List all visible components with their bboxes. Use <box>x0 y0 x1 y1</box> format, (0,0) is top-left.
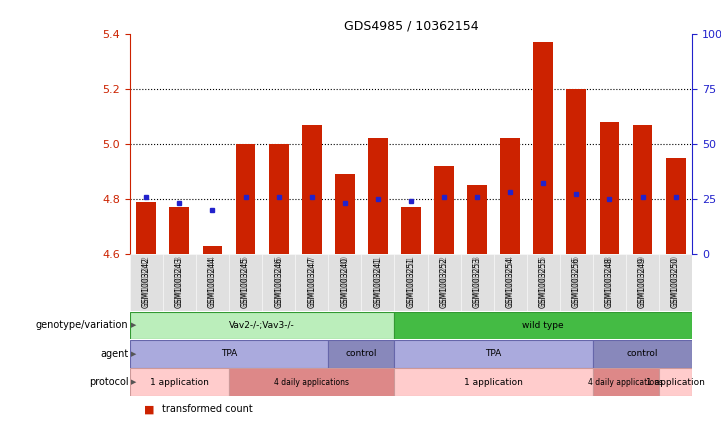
Bar <box>567 89 586 254</box>
Bar <box>302 124 322 254</box>
Bar <box>434 166 454 254</box>
Bar <box>659 254 692 311</box>
Bar <box>394 368 593 396</box>
Bar <box>494 254 527 311</box>
Text: GSM1003255: GSM1003255 <box>539 257 548 308</box>
Bar <box>328 340 394 368</box>
Bar <box>593 368 659 396</box>
Bar <box>335 174 355 254</box>
Text: GSM1003243: GSM1003243 <box>175 257 184 308</box>
Text: 1 application: 1 application <box>150 378 209 387</box>
Bar <box>236 144 255 254</box>
Bar <box>368 138 388 254</box>
Text: GDS4985 / 10362154: GDS4985 / 10362154 <box>344 19 478 32</box>
Text: 1 application: 1 application <box>464 378 523 387</box>
Text: Vav2-/-;Vav3-/-: Vav2-/-;Vav3-/- <box>229 321 295 330</box>
Bar <box>229 254 262 311</box>
Text: GSM1003249: GSM1003249 <box>638 257 647 308</box>
Bar <box>401 207 421 254</box>
Bar <box>467 185 487 254</box>
Text: GSM1003250: GSM1003250 <box>671 257 680 308</box>
Bar <box>262 254 295 311</box>
Text: GSM1003242: GSM1003242 <box>142 257 151 308</box>
Bar <box>130 254 163 311</box>
Text: wild type: wild type <box>523 321 564 330</box>
Text: GSM1003251: GSM1003251 <box>407 257 415 308</box>
Bar <box>130 368 229 396</box>
Text: TPA: TPA <box>221 349 237 358</box>
Text: GSM1003256: GSM1003256 <box>572 257 581 308</box>
Bar <box>130 340 328 368</box>
Bar <box>500 138 520 254</box>
Bar <box>632 124 653 254</box>
Text: GSM1003252: GSM1003252 <box>440 257 448 308</box>
Bar <box>659 368 692 396</box>
Text: 4 daily applications: 4 daily applications <box>588 378 663 387</box>
Text: GSM1003248: GSM1003248 <box>605 257 614 308</box>
Bar <box>600 122 619 254</box>
Text: GSM1003244: GSM1003244 <box>208 257 217 308</box>
Text: ▶: ▶ <box>131 351 136 357</box>
Bar <box>534 42 553 254</box>
Bar <box>203 245 222 254</box>
Text: transformed count: transformed count <box>162 404 253 415</box>
Text: TPA: TPA <box>485 349 502 358</box>
Bar <box>295 254 328 311</box>
Bar <box>169 207 190 254</box>
Bar <box>394 312 692 339</box>
Text: control: control <box>627 349 658 358</box>
Text: ▶: ▶ <box>131 379 136 385</box>
Bar <box>626 254 659 311</box>
Text: GSM1003240: GSM1003240 <box>340 257 349 308</box>
Text: GSM1003253: GSM1003253 <box>473 257 482 308</box>
Bar <box>269 144 288 254</box>
Text: GSM1003245: GSM1003245 <box>241 257 250 308</box>
Bar <box>428 254 461 311</box>
Text: 1 application: 1 application <box>646 378 705 387</box>
Bar <box>130 312 394 339</box>
Bar <box>665 157 686 254</box>
Bar <box>163 254 196 311</box>
Bar <box>229 368 394 396</box>
Text: control: control <box>345 349 377 358</box>
Bar <box>559 254 593 311</box>
Bar <box>328 254 361 311</box>
Text: ▶: ▶ <box>131 322 136 329</box>
Bar <box>593 254 626 311</box>
Text: 4 daily applications: 4 daily applications <box>274 378 349 387</box>
Text: GSM1003246: GSM1003246 <box>274 257 283 308</box>
Bar <box>593 340 692 368</box>
Bar <box>361 254 394 311</box>
Text: protocol: protocol <box>89 377 128 387</box>
Text: GSM1003247: GSM1003247 <box>307 257 317 308</box>
Bar <box>461 254 494 311</box>
Bar <box>527 254 559 311</box>
Bar <box>196 254 229 311</box>
Text: GSM1003254: GSM1003254 <box>505 257 515 308</box>
Bar <box>394 254 428 311</box>
Bar <box>394 340 593 368</box>
Text: ■: ■ <box>144 404 155 415</box>
Text: GSM1003241: GSM1003241 <box>373 257 382 308</box>
Bar <box>136 201 156 254</box>
Text: agent: agent <box>100 349 128 359</box>
Text: genotype/variation: genotype/variation <box>36 321 128 330</box>
